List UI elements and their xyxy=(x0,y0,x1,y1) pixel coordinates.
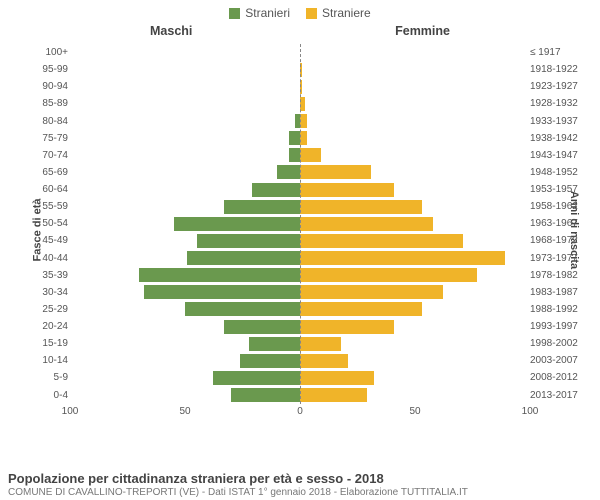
bar-female xyxy=(300,114,307,128)
x-tick: 100 xyxy=(515,406,545,422)
bar-female xyxy=(300,354,348,368)
year-tick: 1958-1962 xyxy=(530,198,588,215)
year-tick: 1918-1922 xyxy=(530,61,588,78)
age-tick: 20-24 xyxy=(28,318,68,335)
legend: Stranieri Straniere xyxy=(0,0,600,20)
bar-male xyxy=(252,183,300,197)
year-tick: 1998-2002 xyxy=(530,335,588,352)
bar-female xyxy=(300,371,374,385)
bar-male xyxy=(185,302,300,316)
year-tick: 1963-1967 xyxy=(530,215,588,232)
bar-male xyxy=(213,371,300,385)
year-tick: 1933-1937 xyxy=(530,113,588,130)
year-tick: 1938-1942 xyxy=(530,130,588,147)
legend-female: Straniere xyxy=(306,6,371,20)
x-tick: 0 xyxy=(285,406,315,422)
age-tick: 35-39 xyxy=(28,267,68,284)
age-tick: 55-59 xyxy=(28,198,68,215)
x-tick: 100 xyxy=(55,406,85,422)
age-tick: 65-69 xyxy=(28,164,68,181)
legend-female-swatch xyxy=(306,8,317,19)
footer: Popolazione per cittadinanza straniera p… xyxy=(8,471,592,498)
header-female: Femmine xyxy=(395,24,450,38)
age-tick: 50-54 xyxy=(28,215,68,232)
bar-male xyxy=(174,217,301,231)
bar-female xyxy=(300,268,477,282)
legend-male-label: Stranieri xyxy=(245,6,290,20)
year-tick: 1978-1982 xyxy=(530,267,588,284)
bar-female xyxy=(300,234,463,248)
bar-female xyxy=(300,302,422,316)
age-tick: 30-34 xyxy=(28,284,68,301)
year-tick: 1928-1932 xyxy=(530,95,588,112)
legend-male: Stranieri xyxy=(229,6,290,20)
bar-male xyxy=(197,234,301,248)
bar-male xyxy=(277,165,300,179)
year-tick: 1943-1947 xyxy=(530,147,588,164)
bar-male xyxy=(289,148,301,162)
age-tick: 95-99 xyxy=(28,61,68,78)
year-tick: 1948-1952 xyxy=(530,164,588,181)
bar-male xyxy=(144,285,300,299)
x-tick: 50 xyxy=(170,406,200,422)
chart-area: Maschi Femmine Fasce di età Anni di nasc… xyxy=(0,20,600,440)
center-divider xyxy=(300,44,301,404)
bar-female xyxy=(300,388,367,402)
x-axis: 10050050100 xyxy=(70,406,530,422)
age-tick: 70-74 xyxy=(28,147,68,164)
age-axis: 100+95-9990-9485-8980-8475-7970-7465-696… xyxy=(28,44,68,404)
age-tick: 75-79 xyxy=(28,130,68,147)
age-tick: 40-44 xyxy=(28,250,68,267)
chart-subtitle: COMUNE DI CAVALLINO-TREPORTI (VE) - Dati… xyxy=(8,487,592,498)
bar-male xyxy=(224,320,300,334)
legend-female-label: Straniere xyxy=(322,6,371,20)
bar-female xyxy=(300,131,307,145)
bar-female xyxy=(300,217,433,231)
age-tick: 10-14 xyxy=(28,352,68,369)
bar-female xyxy=(300,285,443,299)
bar-male xyxy=(187,251,300,265)
age-tick: 90-94 xyxy=(28,78,68,95)
chart-title: Popolazione per cittadinanza straniera p… xyxy=(8,471,592,487)
year-tick: 1983-1987 xyxy=(530,284,588,301)
age-tick: 85-89 xyxy=(28,95,68,112)
bar-male xyxy=(240,354,300,368)
age-tick: 5-9 xyxy=(28,369,68,386)
year-tick: ≤ 1917 xyxy=(530,44,588,61)
year-tick: 2013-2017 xyxy=(530,387,588,404)
bar-female xyxy=(300,251,505,265)
age-tick: 15-19 xyxy=(28,335,68,352)
year-tick: 1953-1957 xyxy=(530,181,588,198)
bar-female xyxy=(300,320,394,334)
age-tick: 60-64 xyxy=(28,181,68,198)
bar-female xyxy=(300,148,321,162)
bar-female xyxy=(300,183,394,197)
year-tick: 2008-2012 xyxy=(530,369,588,386)
year-tick: 1993-1997 xyxy=(530,318,588,335)
year-tick: 2003-2007 xyxy=(530,352,588,369)
age-tick: 80-84 xyxy=(28,113,68,130)
year-tick: 1988-1992 xyxy=(530,301,588,318)
year-tick: 1923-1927 xyxy=(530,78,588,95)
year-tick: 1968-1972 xyxy=(530,232,588,249)
bar-male xyxy=(231,388,300,402)
bar-female xyxy=(300,337,341,351)
year-axis: ≤ 19171918-19221923-19271928-19321933-19… xyxy=(530,44,588,404)
age-tick: 45-49 xyxy=(28,232,68,249)
age-tick: 100+ xyxy=(28,44,68,61)
year-tick: 1973-1977 xyxy=(530,250,588,267)
bar-male xyxy=(139,268,300,282)
header-male: Maschi xyxy=(150,24,192,38)
bar-female xyxy=(300,165,371,179)
bar-female xyxy=(300,200,422,214)
bar-male xyxy=(249,337,300,351)
bar-male xyxy=(224,200,300,214)
legend-male-swatch xyxy=(229,8,240,19)
x-tick: 50 xyxy=(400,406,430,422)
age-tick: 25-29 xyxy=(28,301,68,318)
age-tick: 0-4 xyxy=(28,387,68,404)
bar-male xyxy=(289,131,301,145)
